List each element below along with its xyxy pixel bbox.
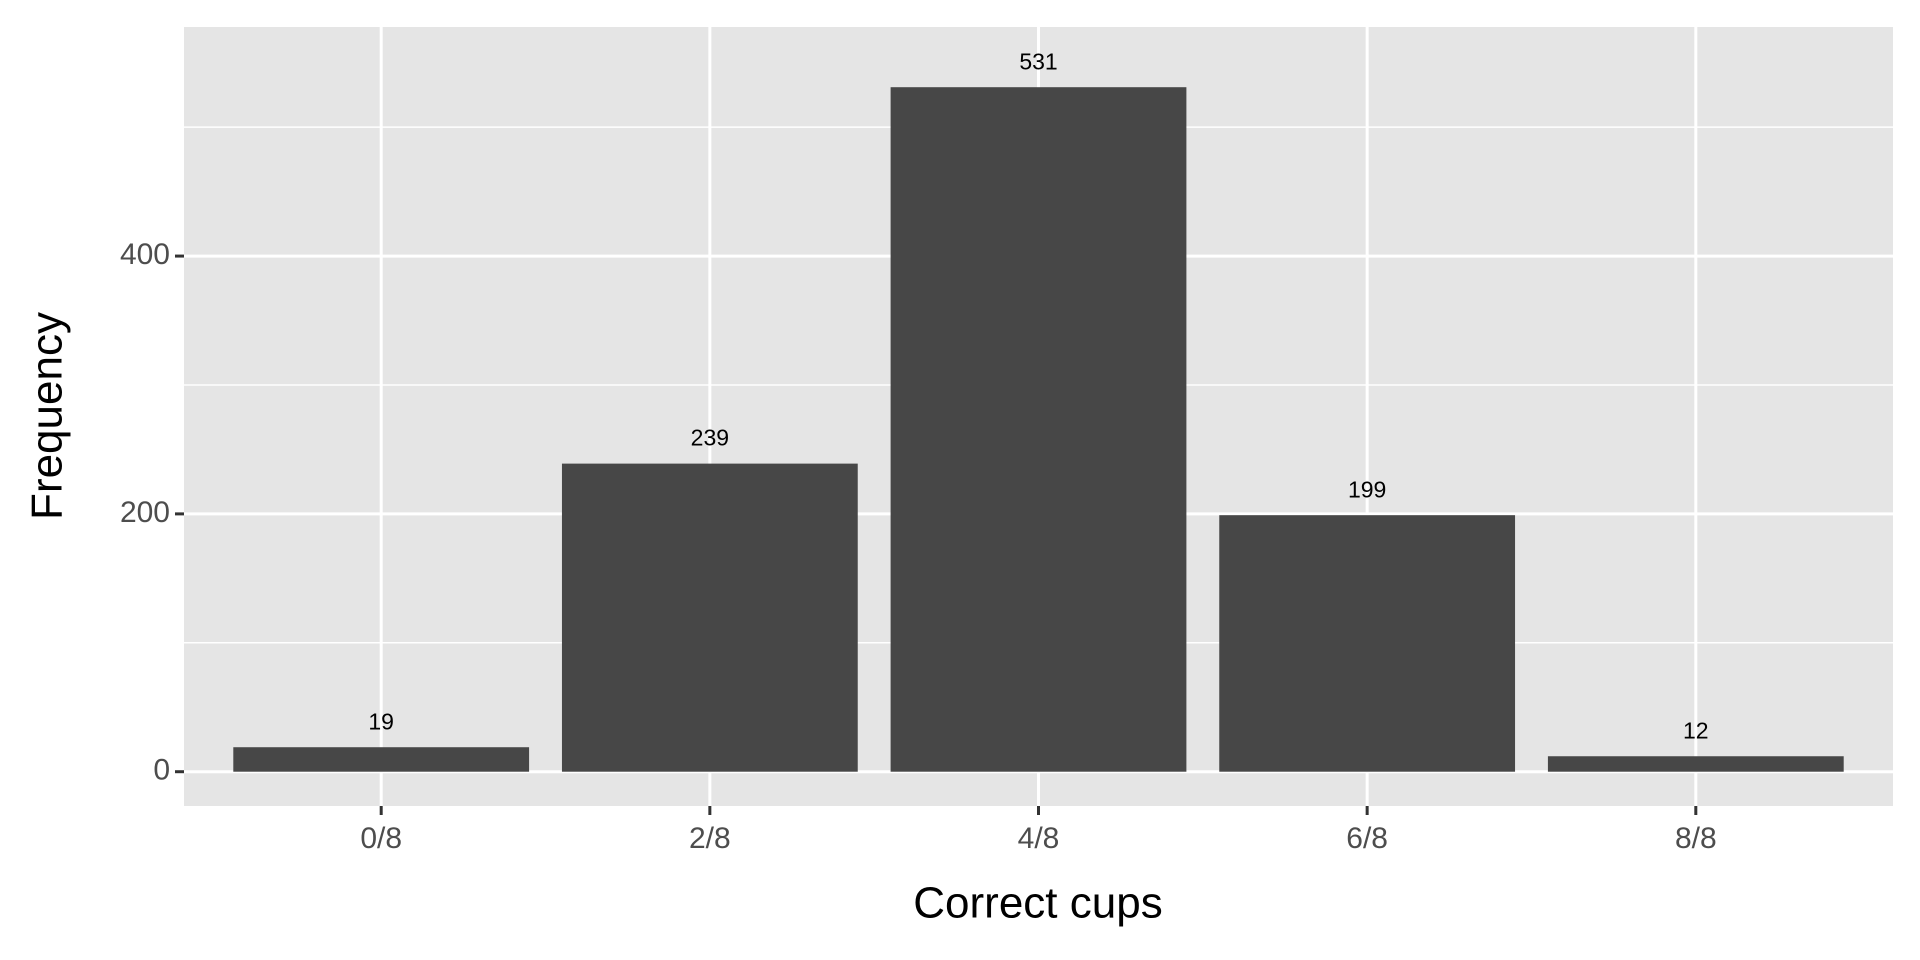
bar	[1219, 515, 1516, 772]
y-tick-label: 400	[120, 238, 170, 271]
x-tick-label: 4/8	[1018, 822, 1060, 855]
x-axis-title: Correct cups	[913, 879, 1162, 928]
value-label: 12	[1683, 717, 1709, 743]
bar	[233, 747, 530, 772]
y-tick-label: 0	[153, 754, 170, 787]
x-tick-label: 0/8	[360, 822, 402, 855]
value-label: 19	[368, 708, 394, 734]
y-axis-title: Frequency	[23, 312, 72, 520]
x-tick-label: 8/8	[1675, 822, 1717, 855]
value-label: 199	[1348, 476, 1386, 502]
x-tick-label: 6/8	[1346, 822, 1388, 855]
bar	[561, 463, 858, 772]
x-tick-label: 2/8	[689, 822, 731, 855]
bar	[1547, 756, 1844, 772]
bar	[890, 87, 1187, 772]
value-label: 531	[1019, 48, 1057, 74]
value-label: 239	[691, 425, 729, 451]
y-tick-label: 200	[120, 496, 170, 529]
